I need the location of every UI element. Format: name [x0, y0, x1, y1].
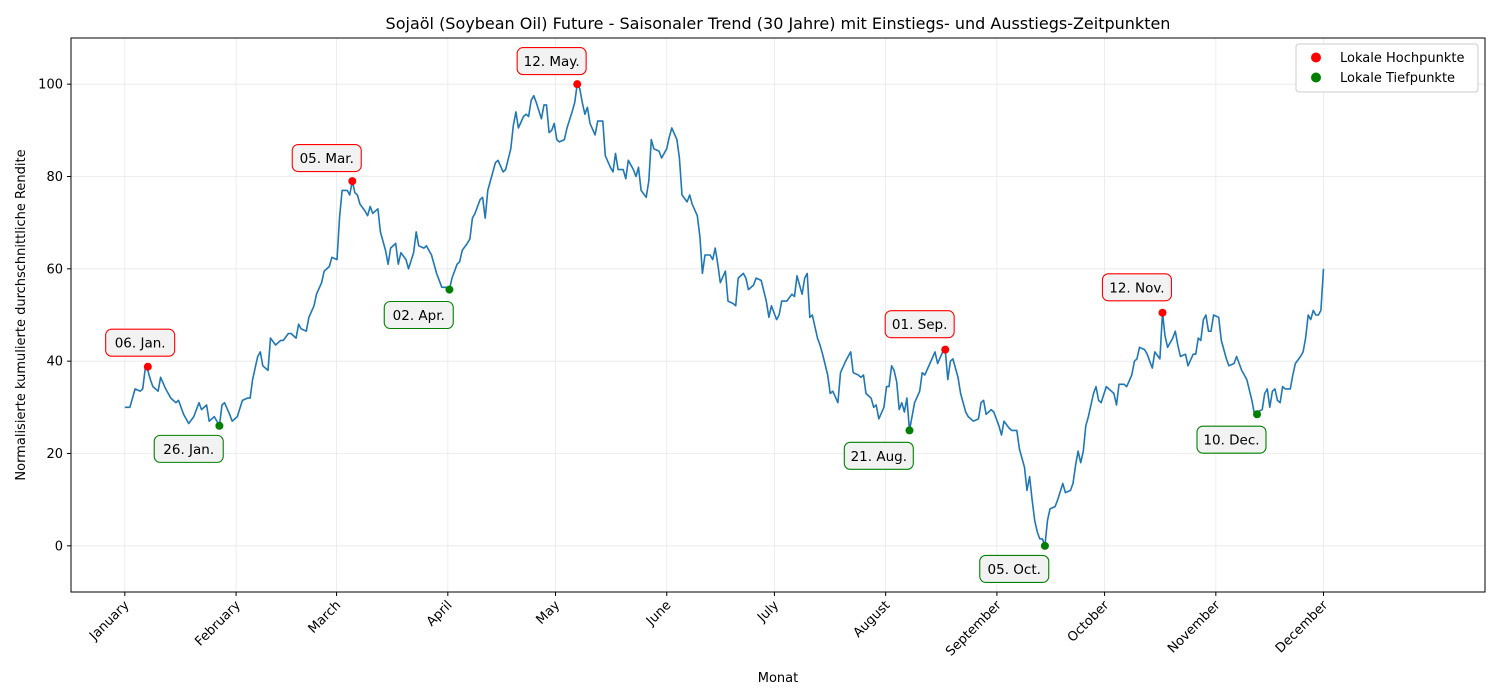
- low-point-label-box: [843, 441, 914, 470]
- y-tick-label: 100: [38, 78, 63, 93]
- low-point-marker: [1253, 410, 1262, 419]
- low-point-label-box: [153, 434, 224, 463]
- high-point-label: 12. Nov.: [1109, 280, 1164, 296]
- y-tick-label: 0: [55, 539, 63, 554]
- low-point-marker: [215, 421, 224, 430]
- legend-box: [1295, 43, 1479, 93]
- plot-area: 06. Jan. 26. Jan. 05. Mar. 02. Apr. 12. May.…: [105, 47, 1325, 583]
- x-tick-label: October: [1065, 598, 1113, 646]
- x-tick-label: July: [754, 598, 782, 626]
- y-tick-label: 40: [46, 355, 63, 370]
- legend-low-marker: [1311, 72, 1321, 83]
- x-tick-label: January: [86, 598, 132, 644]
- chart-title: Sojaöl (Soybean Oil) Future - Saisonaler…: [386, 14, 1171, 33]
- low-point-label: 05. Oct.: [988, 562, 1041, 578]
- low-point-marker: [1040, 541, 1049, 550]
- legend-low-label: Lokale Tiefpunkte: [1340, 71, 1455, 86]
- x-tick-label: May: [534, 598, 564, 628]
- low-point-label: 21. Aug.: [851, 449, 907, 465]
- high-point-label: 06. Jan.: [115, 336, 166, 352]
- low-point-label: 10. Dec.: [1203, 433, 1259, 449]
- y-tick-label: 20: [46, 447, 63, 462]
- high-point-label-box: [884, 310, 955, 339]
- high-point-label-box: [1101, 273, 1172, 302]
- x-tick-label: March: [306, 598, 345, 637]
- high-point-label: 01. Sep.: [892, 317, 948, 333]
- low-point-marker: [445, 285, 454, 294]
- high-point-marker: [941, 345, 950, 354]
- x-tick-label: November: [1165, 598, 1224, 657]
- axes-frame: [70, 37, 1486, 593]
- y-tick-label: 80: [46, 170, 63, 185]
- grid: [71, 38, 1485, 592]
- y-axis-label: Normalisierte kumulierte durchschnittlic…: [14, 149, 29, 480]
- low-point-marker: [905, 426, 914, 435]
- y-axis-ticks: 0 20 40 60 80 100: [38, 78, 71, 554]
- low-point-label: 26. Jan.: [163, 442, 214, 458]
- legend: Lokale Hochpunkte Lokale Tiefpunkte: [1295, 43, 1479, 93]
- y-tick-label: 60: [46, 262, 63, 277]
- high-point-marker: [143, 362, 152, 371]
- low-point-label: 02. Apr.: [393, 308, 445, 324]
- high-point-label-box: [516, 47, 587, 76]
- x-axis-label: Monat: [758, 671, 798, 686]
- high-point-marker: [348, 177, 357, 186]
- high-point-marker: [1158, 308, 1167, 317]
- x-tick-label: August: [851, 598, 894, 641]
- low-point-label-box: [979, 554, 1050, 583]
- high-point-label: 05. Mar.: [300, 151, 354, 167]
- x-tick-label: February: [192, 598, 244, 650]
- x-axis-ticks: January February March April May June July Augu…: [86, 592, 1332, 660]
- high-point-label-box: [105, 328, 176, 357]
- x-tick-label: April: [424, 598, 456, 630]
- low-point-label-box: [383, 300, 454, 330]
- high-point-label: 12. May.: [524, 54, 580, 70]
- annotation-labels: 06. Jan. 26. Jan. 05. Mar. 02. Apr. 12. May.…: [105, 47, 1267, 583]
- legend-high-marker: [1311, 52, 1321, 63]
- extrema-markers: [143, 80, 1262, 550]
- x-tick-label: December: [1273, 598, 1332, 657]
- x-tick-label: September: [943, 598, 1005, 660]
- legend-high-label: Lokale Hochpunkte: [1340, 51, 1464, 66]
- high-point-marker: [573, 80, 582, 89]
- high-point-label-box: [291, 143, 362, 173]
- low-point-label-box: [1196, 425, 1267, 454]
- x-tick-label: June: [643, 598, 674, 629]
